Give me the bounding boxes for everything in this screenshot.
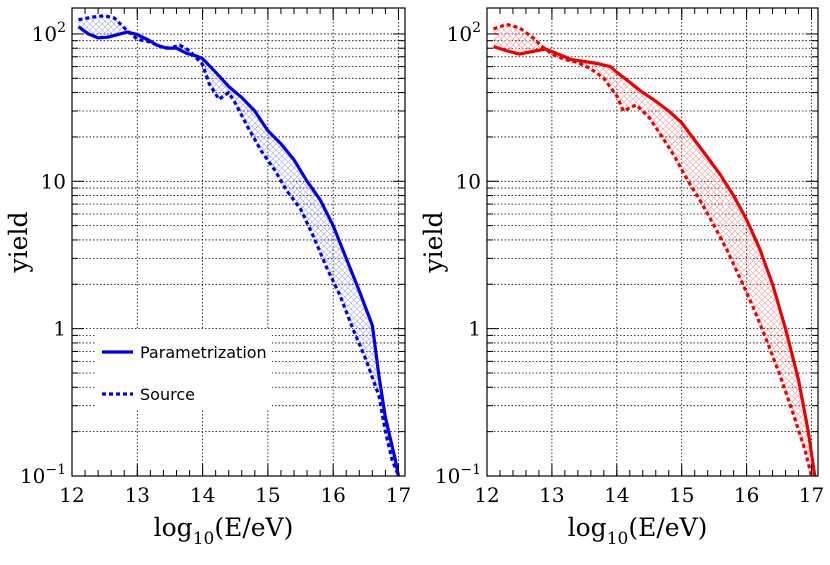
y-tick-label: 10−1 [435, 462, 481, 488]
y-axis-title: yield [4, 212, 33, 274]
x-axis-title: log10(E/eV) [568, 513, 708, 549]
x-axis-title-subscript: 10 [193, 529, 215, 549]
y-tick-base: 1 [468, 317, 481, 341]
ticks [71, 8, 405, 477]
plot-frame [486, 7, 819, 477]
legend-box [96, 330, 272, 410]
x-tick-label: 16 [320, 483, 345, 507]
x-axis-title-tail: (E/eV) [214, 513, 293, 542]
y-tick-exponent: −1 [45, 462, 66, 478]
y-tick-base: 10 [20, 464, 45, 488]
y-tick-label: 10−1 [20, 462, 66, 488]
x-axis-title: log10(E/eV) [154, 513, 294, 549]
x-tick-label: 12 [59, 483, 84, 507]
y-tick-exponent: 2 [57, 20, 66, 36]
y-tick-label: 10 [41, 169, 66, 193]
ticks [486, 8, 818, 477]
grid [487, 8, 818, 476]
y-tick-label: 1 [468, 317, 481, 341]
y-tick-base: 10 [32, 22, 57, 46]
source-curve [492, 22, 814, 477]
x-tick-label: 13 [125, 483, 150, 507]
y-tick-base: 10 [456, 169, 481, 193]
x-tick-label: 15 [669, 483, 694, 507]
y-tick-base: 10 [435, 464, 460, 488]
x-axis-title-main: log [568, 513, 607, 542]
uncertainty-band [493, 24, 815, 477]
y-tick-exponent: −1 [460, 462, 481, 478]
grid [72, 8, 405, 476]
x-axis-title-tail: (E/eV) [628, 513, 707, 542]
source-curve [78, 14, 400, 477]
y-tick-base: 10 [41, 169, 66, 193]
y-tick-base: 1 [53, 317, 66, 341]
y-tick-label: 1 [53, 317, 66, 341]
x-tick-label: 15 [255, 483, 280, 507]
legend-label-source: Source [140, 385, 195, 404]
y-tick-exponent: 2 [472, 20, 481, 36]
x-tick-label: 17 [386, 483, 411, 507]
x-tick-label: 14 [604, 483, 629, 507]
parametrization-curve [77, 25, 401, 477]
x-axis-title-subscript: 10 [607, 529, 629, 549]
x-tick-label: 12 [474, 483, 499, 507]
y-tick-base: 10 [447, 22, 472, 46]
y-axis-title: yield [419, 212, 448, 274]
x-tick-label: 13 [539, 483, 564, 507]
y-tick-label: 102 [447, 20, 481, 46]
x-axis-title-main: log [154, 513, 193, 542]
x-tick-label: 17 [799, 483, 824, 507]
legend-label-parametrization: Parametrization [140, 343, 267, 362]
legend: Parametrization Source [96, 330, 272, 410]
x-tick-label: 16 [734, 483, 759, 507]
y-tick-label: 10 [456, 169, 481, 193]
plot-frame [71, 7, 406, 477]
y-tick-label: 102 [32, 20, 66, 46]
x-tick-label: 14 [190, 483, 215, 507]
